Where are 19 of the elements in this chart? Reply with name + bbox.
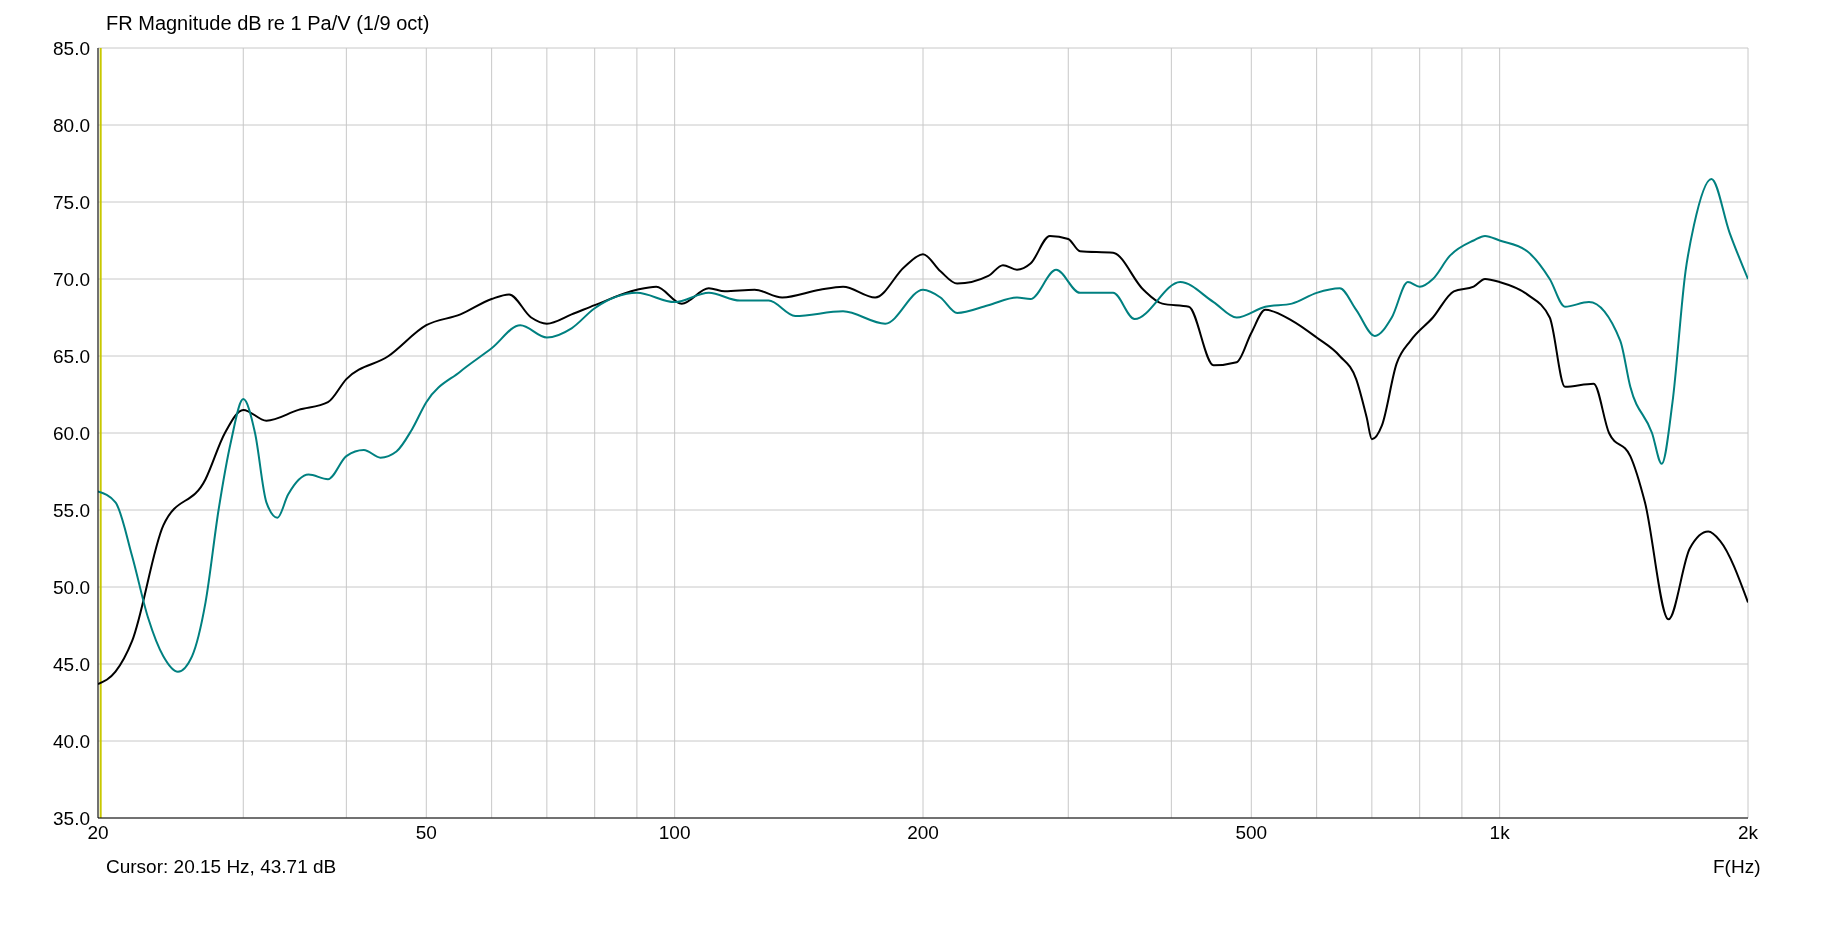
x-tick-label: 500	[1235, 822, 1268, 844]
y-tick-label: 40.0	[53, 730, 90, 752]
x-tick-label: 2k	[1737, 822, 1759, 844]
y-tick-label: 80.0	[53, 114, 90, 136]
y-tick-label: 70.0	[53, 268, 90, 290]
x-axis-title: F(Hz)	[1713, 856, 1761, 878]
y-tick-label: 65.0	[53, 345, 90, 367]
y-tick-label: 50.0	[53, 576, 90, 598]
text: Cursor: 20.15 Hz, 43.71 dB	[106, 856, 337, 878]
x-tick-label: 200	[907, 822, 939, 844]
x-tick-label: 50	[415, 822, 437, 844]
y-tick-label: 85.0	[53, 37, 90, 59]
y-tick-label: 45.0	[53, 653, 90, 675]
x-tick-label: 1k	[1489, 822, 1511, 844]
y-tick-label: 75.0	[53, 191, 90, 213]
chart-title: FR Magnitude dB re 1 Pa/V (1/9 oct)	[106, 12, 430, 35]
x-tick-label: 100	[658, 822, 691, 844]
y-tick-label: 60.0	[53, 422, 90, 444]
y-tick-label: 55.0	[53, 499, 90, 521]
